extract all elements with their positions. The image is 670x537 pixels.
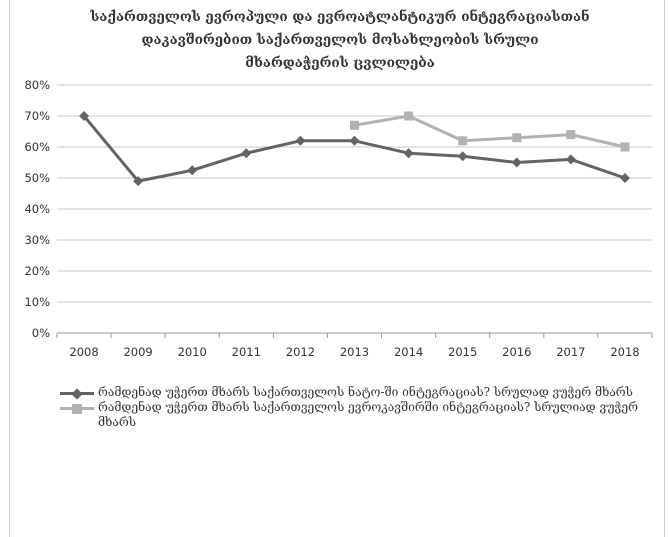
chart-title: საქართველოს ევროპული და ევროატლანტიკურ ი… [60,6,620,75]
x-tick-label: 2018 [610,345,639,359]
x-tick-label: 2009 [123,345,152,359]
data-point [403,148,414,159]
y-tick-label: 20% [24,264,50,278]
chart-title-line-2: დაკავშირებით საქართველოს მოსახლეობის სრუ… [141,32,539,48]
x-tick-label: 2010 [178,345,207,359]
legend: რამდენად უჭერთ მხარს საქართველოს ნატო-ში… [60,385,650,430]
y-tick-label: 10% [24,295,50,309]
legend-item-eu: რამდენად უჭერთ მხარს საქართველოს ევროკავ… [60,400,650,430]
y-tick-label: 60% [24,140,50,154]
data-point [512,133,522,143]
data-point [566,130,576,140]
chart-title-line-3: მხარდაჭერის ცვლილება [245,55,435,71]
x-tick-label: 2008 [69,345,98,359]
y-tick-label: 50% [24,171,50,185]
x-tick-label: 2017 [556,345,585,359]
y-tick-label: 30% [24,233,50,247]
y-tick-label: 0% [32,326,50,340]
legend-label-eu: რამდენად უჭერთ მხარს საქართველოს ევროკავ… [98,400,639,429]
legend-swatch-eu [60,403,94,414]
data-point [187,165,198,176]
y-tick-label: 70% [24,109,50,123]
x-tick-label: 2012 [286,345,315,359]
data-point [511,157,522,168]
data-point [457,151,468,162]
data-point [349,135,360,146]
x-tick-label: 2016 [502,345,531,359]
chart-frame [9,0,665,537]
x-tick-label: 2011 [232,345,261,359]
series-line-2 [354,114,626,149]
square-marker-icon [72,403,82,414]
data-point [350,120,359,130]
chart-title-line-1: საქართველოს ევროპული და ევროატლანტიკურ ი… [90,9,590,25]
x-tick-label: 2015 [448,345,477,359]
data-point [133,176,144,187]
y-tick-label: 80% [24,78,50,92]
legend-item-nato: რამდენად უჭერთ მხარს საქართველოს ნატო-ში… [60,385,650,400]
data-point [241,148,252,159]
data-point [295,135,306,146]
data-point [620,142,630,152]
x-tick-label: 2014 [394,345,423,359]
y-tick-label: 40% [24,202,50,216]
data-point [619,173,630,183]
data-point [565,154,576,165]
legend-swatch-nato [60,387,94,400]
series-lines [79,111,630,187]
data-point [404,111,414,121]
y-axis-tick-labels: 0% 10% 20% 30% 40% 50% 60% 70% 80% [24,78,50,340]
legend-label-nato: რამდენად უჭერთ მხარს საქართველოს ნატო-ში… [98,385,633,399]
diamond-marker-icon [71,387,83,400]
data-point [79,111,90,121]
x-axis: 2008 2009 2010 2011 2012 2013 2014 2015 2016 2017… [56,333,653,359]
x-tick-label: 2013 [340,345,369,359]
line-chart: 0%10%20%30%40%50%60%70%80% 2008 2009 2010 2… [24,78,653,359]
data-point [458,136,468,146]
gridlines [57,84,652,334]
